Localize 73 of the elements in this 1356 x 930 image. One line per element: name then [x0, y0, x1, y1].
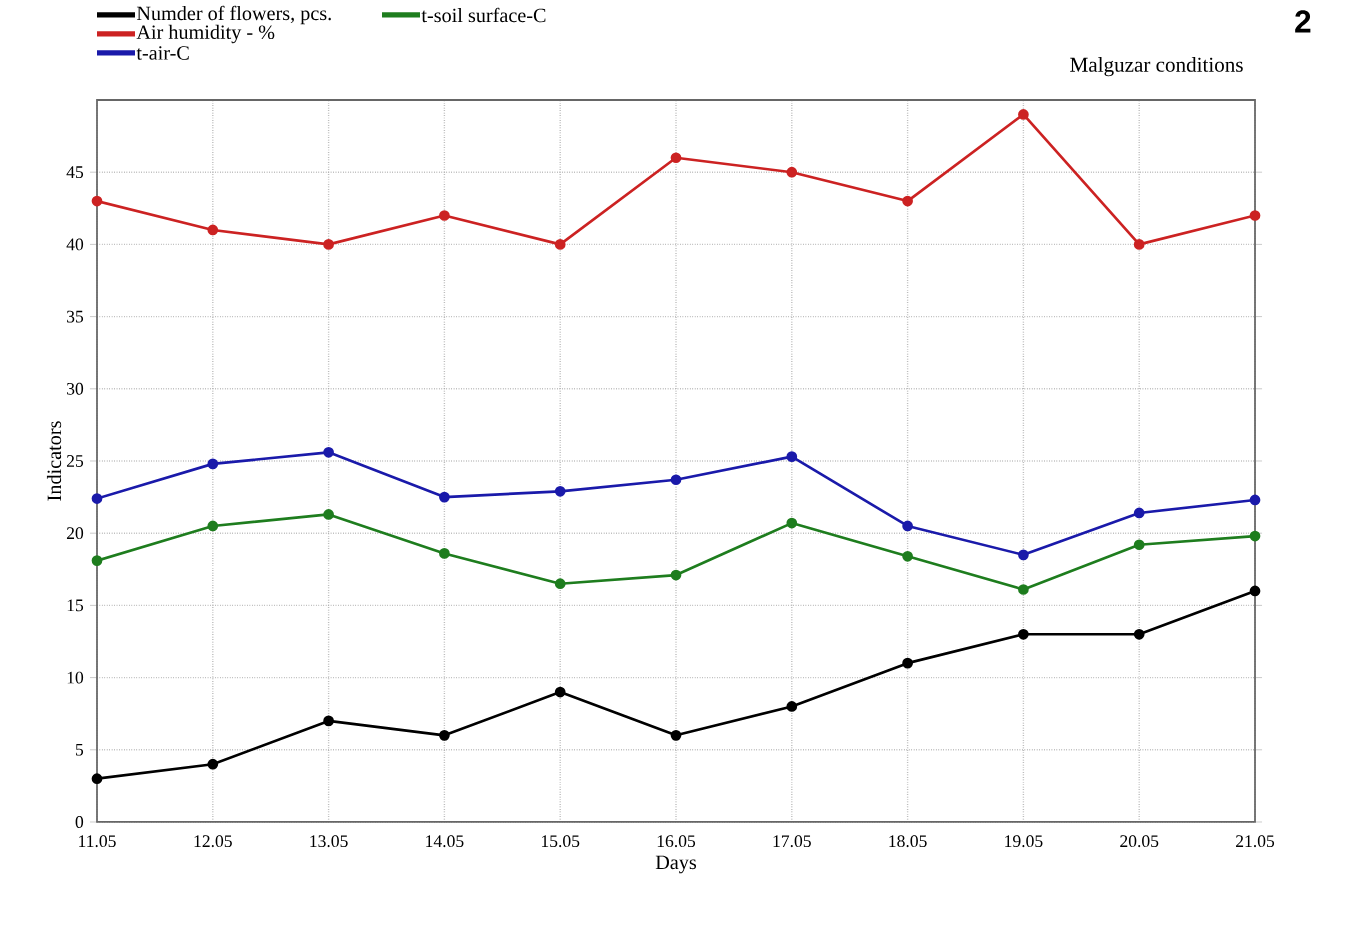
point	[1018, 628, 1029, 640]
x-axis-title: Days	[655, 855, 697, 874]
point	[902, 195, 913, 207]
point	[786, 451, 798, 463]
legend-label: t-air-C	[136, 46, 189, 60]
point	[207, 758, 219, 770]
point	[554, 578, 566, 590]
x-tick-label: 13.05	[310, 835, 348, 848]
text: 2	[1295, 10, 1311, 33]
point	[323, 239, 334, 250]
y-tick-label: 30	[67, 382, 84, 395]
legend-label: t-soil surface-C	[421, 7, 546, 23]
y-tick-label: 15	[67, 599, 84, 612]
y-tick-label: 25	[66, 455, 84, 467]
point	[439, 548, 450, 559]
point	[323, 446, 334, 458]
point	[786, 701, 798, 712]
point	[323, 509, 334, 520]
point	[670, 729, 682, 741]
x-tick-label: 16.05	[657, 835, 696, 848]
point	[207, 520, 219, 532]
legend-label: Numder of flowers, pcs.	[136, 5, 331, 25]
point	[439, 210, 450, 221]
point	[1018, 109, 1029, 120]
point	[91, 555, 103, 566]
y-tick-label: 20	[66, 527, 84, 540]
point	[1133, 507, 1145, 519]
point	[439, 491, 450, 503]
point	[1249, 585, 1261, 597]
point	[1133, 239, 1145, 250]
x-tick-label: 11.05	[79, 835, 116, 848]
x-tick-label: 18.05	[889, 835, 927, 848]
point	[670, 474, 682, 486]
x-tick-label: 14.05	[426, 835, 464, 848]
point	[670, 152, 682, 164]
point	[1018, 584, 1029, 595]
y-tick-label: 0	[75, 816, 84, 828]
point	[207, 224, 219, 236]
point	[91, 773, 103, 785]
point	[902, 550, 913, 562]
x-tick-label: 12.05	[194, 835, 232, 848]
point	[902, 520, 913, 532]
y-tick-label: 35	[67, 310, 84, 323]
point	[786, 517, 798, 529]
y-tick-label: 5	[76, 743, 84, 756]
point	[554, 686, 566, 698]
point	[1018, 549, 1029, 561]
point	[1249, 494, 1261, 506]
point	[207, 458, 219, 470]
legend-label: Air humidity - %	[136, 24, 275, 44]
point	[439, 729, 450, 741]
point	[1249, 210, 1261, 221]
point	[554, 485, 566, 497]
x-tick-label: 15.05	[541, 835, 580, 848]
point	[323, 715, 334, 727]
x-tick-label: 20.05	[1120, 835, 1159, 848]
point	[1249, 530, 1261, 542]
point	[554, 239, 566, 250]
y-tick-label: 45	[66, 166, 84, 179]
point	[670, 569, 682, 581]
point	[1133, 539, 1145, 551]
point	[786, 166, 798, 178]
y-axis-title: Indicators	[46, 421, 62, 501]
point	[91, 195, 103, 207]
x-tick-label: 19.05	[1005, 835, 1043, 848]
point	[91, 493, 103, 504]
x-tick-label: 21.05	[1236, 835, 1275, 848]
y-tick-label: 10	[67, 671, 84, 684]
x-tick-label: 17.05	[773, 835, 811, 848]
point	[902, 657, 913, 669]
y-tick-label: 40	[66, 238, 84, 251]
point	[1133, 628, 1145, 640]
chart-title: Malguzar conditions	[1070, 57, 1243, 77]
